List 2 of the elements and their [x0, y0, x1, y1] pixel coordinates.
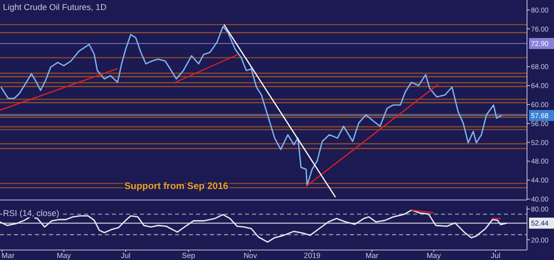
chart-title: Light Crude Oil Futures, 1D: [3, 2, 106, 12]
annotation: Support from Sep 2016: [124, 181, 228, 192]
